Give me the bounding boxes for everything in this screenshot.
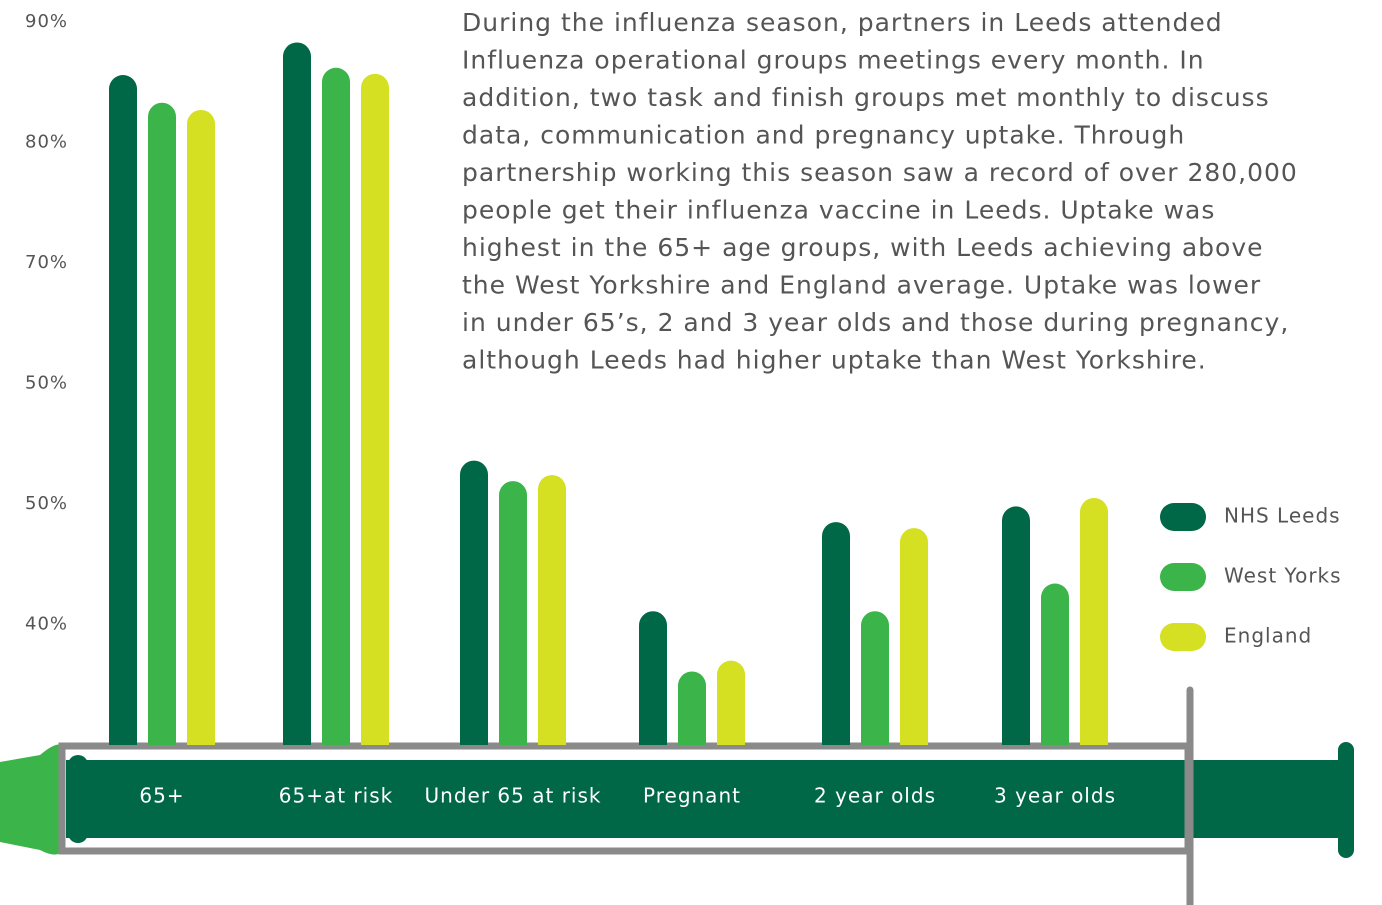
syringe-end bbox=[68, 755, 88, 843]
syringe-plunger bbox=[1338, 742, 1354, 858]
description-line: in under 65’s, 2 and 3 year olds and tho… bbox=[462, 308, 1289, 337]
bar bbox=[639, 611, 667, 745]
bar bbox=[678, 671, 706, 745]
legend-label: West Yorks bbox=[1224, 564, 1342, 588]
bar bbox=[187, 110, 215, 745]
description-line: highest in the 65+ age groups, with Leed… bbox=[462, 233, 1264, 262]
description-line: people get their influenza vaccine in Le… bbox=[462, 196, 1215, 225]
bar bbox=[499, 481, 527, 745]
x-tick-label: Pregnant bbox=[643, 784, 741, 808]
bar bbox=[861, 611, 889, 745]
legend-label: England bbox=[1224, 624, 1312, 648]
x-tick-label: 2 year olds bbox=[814, 784, 936, 808]
bar bbox=[717, 661, 745, 745]
y-tick-label: 80% bbox=[25, 132, 68, 153]
bar bbox=[1080, 498, 1108, 745]
bar bbox=[322, 68, 350, 745]
bar bbox=[822, 522, 850, 745]
y-tick-label: 50% bbox=[25, 373, 68, 394]
bar bbox=[538, 475, 566, 745]
x-tick-label: 3 year olds bbox=[994, 784, 1116, 808]
legend-swatch bbox=[1160, 563, 1206, 591]
x-tick-label: Under 65 at risk bbox=[425, 784, 602, 808]
description-line: addition, two task and finish groups met… bbox=[462, 83, 1270, 112]
description-line: data, communication and pregnancy uptake… bbox=[462, 121, 1185, 150]
bar bbox=[148, 103, 176, 745]
bar bbox=[900, 528, 928, 745]
bar bbox=[109, 75, 137, 745]
y-tick-label: 90% bbox=[25, 11, 68, 32]
description-line: Influenza operational groups meetings ev… bbox=[462, 46, 1205, 75]
bar bbox=[1002, 506, 1030, 745]
description-line: although Leeds had higher uptake than We… bbox=[462, 346, 1207, 375]
bar bbox=[283, 42, 311, 745]
description-line: the West Yorkshire and England average. … bbox=[462, 271, 1261, 300]
description-line: During the influenza season, partners in… bbox=[462, 8, 1223, 37]
chart: During the influenza season, partners in… bbox=[0, 0, 1382, 905]
syringe-bulb bbox=[0, 744, 62, 854]
legend-swatch bbox=[1160, 503, 1206, 531]
description-line: partnership working this season saw a re… bbox=[462, 158, 1298, 187]
bar bbox=[361, 74, 389, 745]
y-tick-label: 40% bbox=[25, 614, 68, 635]
x-tick-label: 65+at risk bbox=[279, 784, 393, 808]
x-tick-label: 65+ bbox=[139, 784, 184, 808]
bar bbox=[1041, 584, 1069, 745]
y-tick-label: 70% bbox=[25, 252, 68, 273]
legend-label: NHS Leeds bbox=[1224, 504, 1341, 528]
bar bbox=[460, 461, 488, 745]
y-tick-label: 50% bbox=[25, 493, 68, 514]
legend-swatch bbox=[1160, 623, 1206, 651]
